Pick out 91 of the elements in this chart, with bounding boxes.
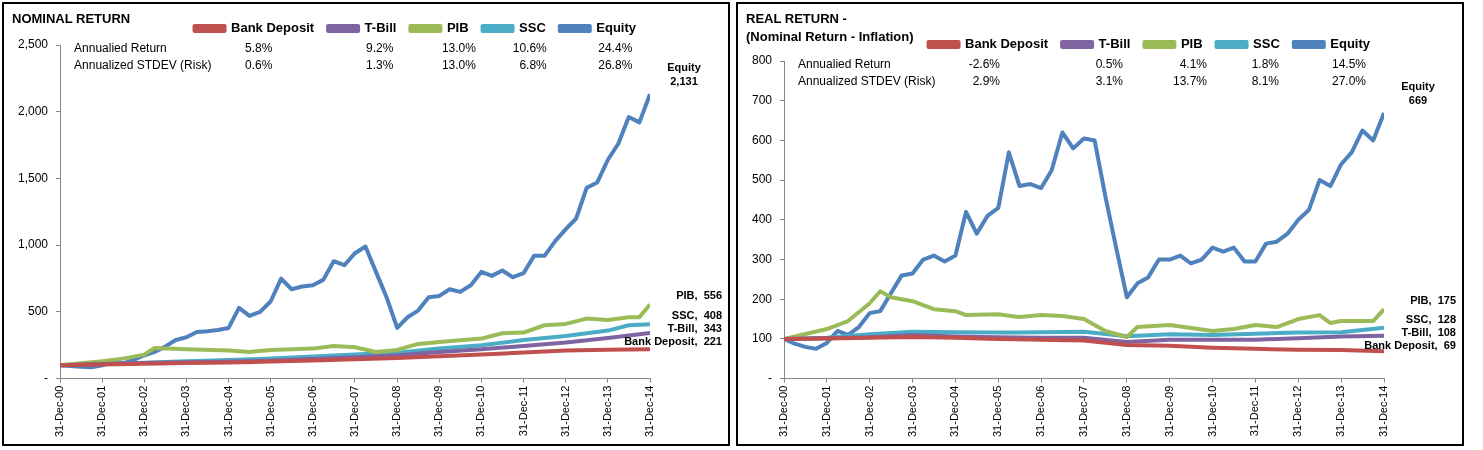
y-tick-label: 500 (28, 304, 49, 319)
annotation: 8.1% (1251, 74, 1280, 89)
y-tick-label: 700 (751, 93, 773, 108)
x-tick-label: 31-Dec-09 (1162, 385, 1175, 437)
y-tick-label: 500 (751, 172, 773, 187)
legend-label: PIB (1180, 36, 1203, 52)
x-tick-label: 31-Dec-02 (862, 385, 875, 437)
legend-label: PIB (446, 20, 469, 36)
annotation: 10.6% (512, 41, 548, 56)
legend-label: SSC (519, 20, 547, 36)
legend-label: Equity (1330, 36, 1371, 52)
legend-label: T-Bill (364, 20, 397, 36)
annotation: SSC, 128 (1405, 312, 1456, 325)
x-tick-label: 31-Dec-07 (347, 385, 360, 437)
x-tick-label: 31-Dec-08 (1119, 385, 1132, 437)
annotation: 6.8% (519, 58, 548, 73)
y-tick-label: 2,500 (18, 37, 49, 52)
annotation: 14.5% (1331, 57, 1367, 72)
annotation: 1.3% (366, 58, 394, 73)
legend-label: Equity (596, 20, 637, 36)
annotation: Equity 669 (1401, 80, 1436, 107)
y-tick-label: 800 (751, 53, 773, 68)
x-tick-label: 31-Dec-01 (95, 385, 108, 437)
legend-label: T-Bill (1098, 36, 1131, 52)
annotation: T-Bill, 343 (667, 322, 722, 335)
x-tick-label: 31-Dec-04 (221, 385, 234, 437)
annotation: PIB, 175 (1410, 294, 1456, 307)
chart-title: REAL RETURN - (Nominal Return - Inflation) (746, 10, 914, 46)
legend-label: Bank Deposit (965, 36, 1049, 52)
y-tick-label: - (768, 370, 773, 385)
annotation: PIB, 556 (676, 289, 722, 302)
y-tick-label: 2,000 (18, 104, 49, 119)
x-tick-label: 31-Dec-06 (305, 385, 318, 437)
annotation: SSC, 408 (671, 309, 722, 322)
x-tick-label: 31-Dec-06 (1034, 385, 1047, 437)
annotation: Equity 2,131 (667, 61, 702, 88)
x-tick-label: 31-Dec-10 (1205, 385, 1218, 437)
x-tick-label: 31-Dec-14 (643, 385, 656, 437)
chart-title: NOMINAL RETURN (12, 10, 131, 28)
x-tick-label: 31-Dec-12 (1291, 385, 1304, 437)
annotation: 9.2% (366, 41, 394, 56)
y-tick-label: 1,000 (18, 237, 49, 252)
y-tick-label: - (44, 370, 49, 385)
y-tick-label: 1,500 (18, 170, 49, 185)
y-tick-label: 600 (751, 132, 773, 147)
x-tick-label: 31-Dec-05 (991, 385, 1004, 437)
annotation: 1.8% (1251, 57, 1280, 72)
annotation: 24.4% (598, 41, 633, 56)
annotation: 27.0% (1331, 74, 1367, 89)
annotation: 13.0% (441, 41, 477, 56)
x-tick-label: 31-Dec-11 (516, 385, 529, 437)
x-tick-label: 31-Dec-08 (390, 385, 403, 437)
legend-label: SSC (1253, 36, 1281, 52)
x-tick-label: 31-Dec-01 (819, 385, 832, 437)
legend-label: Bank Deposit (231, 20, 315, 36)
annotation: Bank Deposit, 69 (1364, 338, 1456, 351)
x-tick-label: 31-Dec-12 (558, 385, 571, 437)
annotation: 26.8% (598, 58, 633, 73)
annotation: 0.6% (245, 58, 273, 73)
x-tick-label: 31-Dec-10 (474, 385, 487, 437)
annotation: Annualied Return (74, 41, 167, 56)
x-tick-label: 31-Dec-02 (137, 385, 150, 437)
annotation: 3.1% (1095, 74, 1124, 89)
annotation: Annualized STDEV (Risk) (798, 74, 936, 89)
x-tick-label: 31-Dec-04 (948, 385, 961, 437)
annotation: 13.7% (1172, 74, 1208, 89)
y-tick-label: 200 (751, 291, 773, 306)
x-tick-label: 31-Dec-05 (263, 385, 276, 437)
annotation: 5.8% (245, 41, 273, 56)
annotation: Bank Deposit, 221 (624, 335, 722, 348)
annotation: 0.5% (1095, 57, 1124, 72)
annotation: -2.6% (968, 57, 1001, 72)
annotation: 4.1% (1179, 57, 1208, 72)
annotation: 13.0% (441, 58, 477, 73)
x-tick-label: 31-Dec-00 (777, 385, 790, 437)
annotation: Annualied Return (798, 57, 891, 72)
x-tick-label: 31-Dec-14 (1377, 385, 1390, 437)
x-tick-label: 31-Dec-07 (1076, 385, 1089, 437)
y-tick-label: 100 (751, 331, 773, 346)
annotation: 2.9% (972, 74, 1001, 89)
x-tick-label: 31-Dec-11 (1248, 385, 1261, 437)
x-tick-label: 31-Dec-03 (179, 385, 192, 437)
x-tick-label: 31-Dec-09 (432, 385, 445, 437)
x-tick-label: 31-Dec-03 (905, 385, 918, 437)
x-tick-label: 31-Dec-13 (600, 385, 613, 437)
x-tick-label: 31-Dec-13 (1334, 385, 1347, 437)
annotation: T-Bill, 108 (1401, 325, 1456, 338)
x-tick-label: 31-Dec-00 (53, 385, 66, 437)
y-tick-label: 400 (751, 212, 773, 227)
y-tick-label: 300 (751, 251, 773, 266)
annotation: Annualized STDEV (Risk) (74, 58, 212, 73)
